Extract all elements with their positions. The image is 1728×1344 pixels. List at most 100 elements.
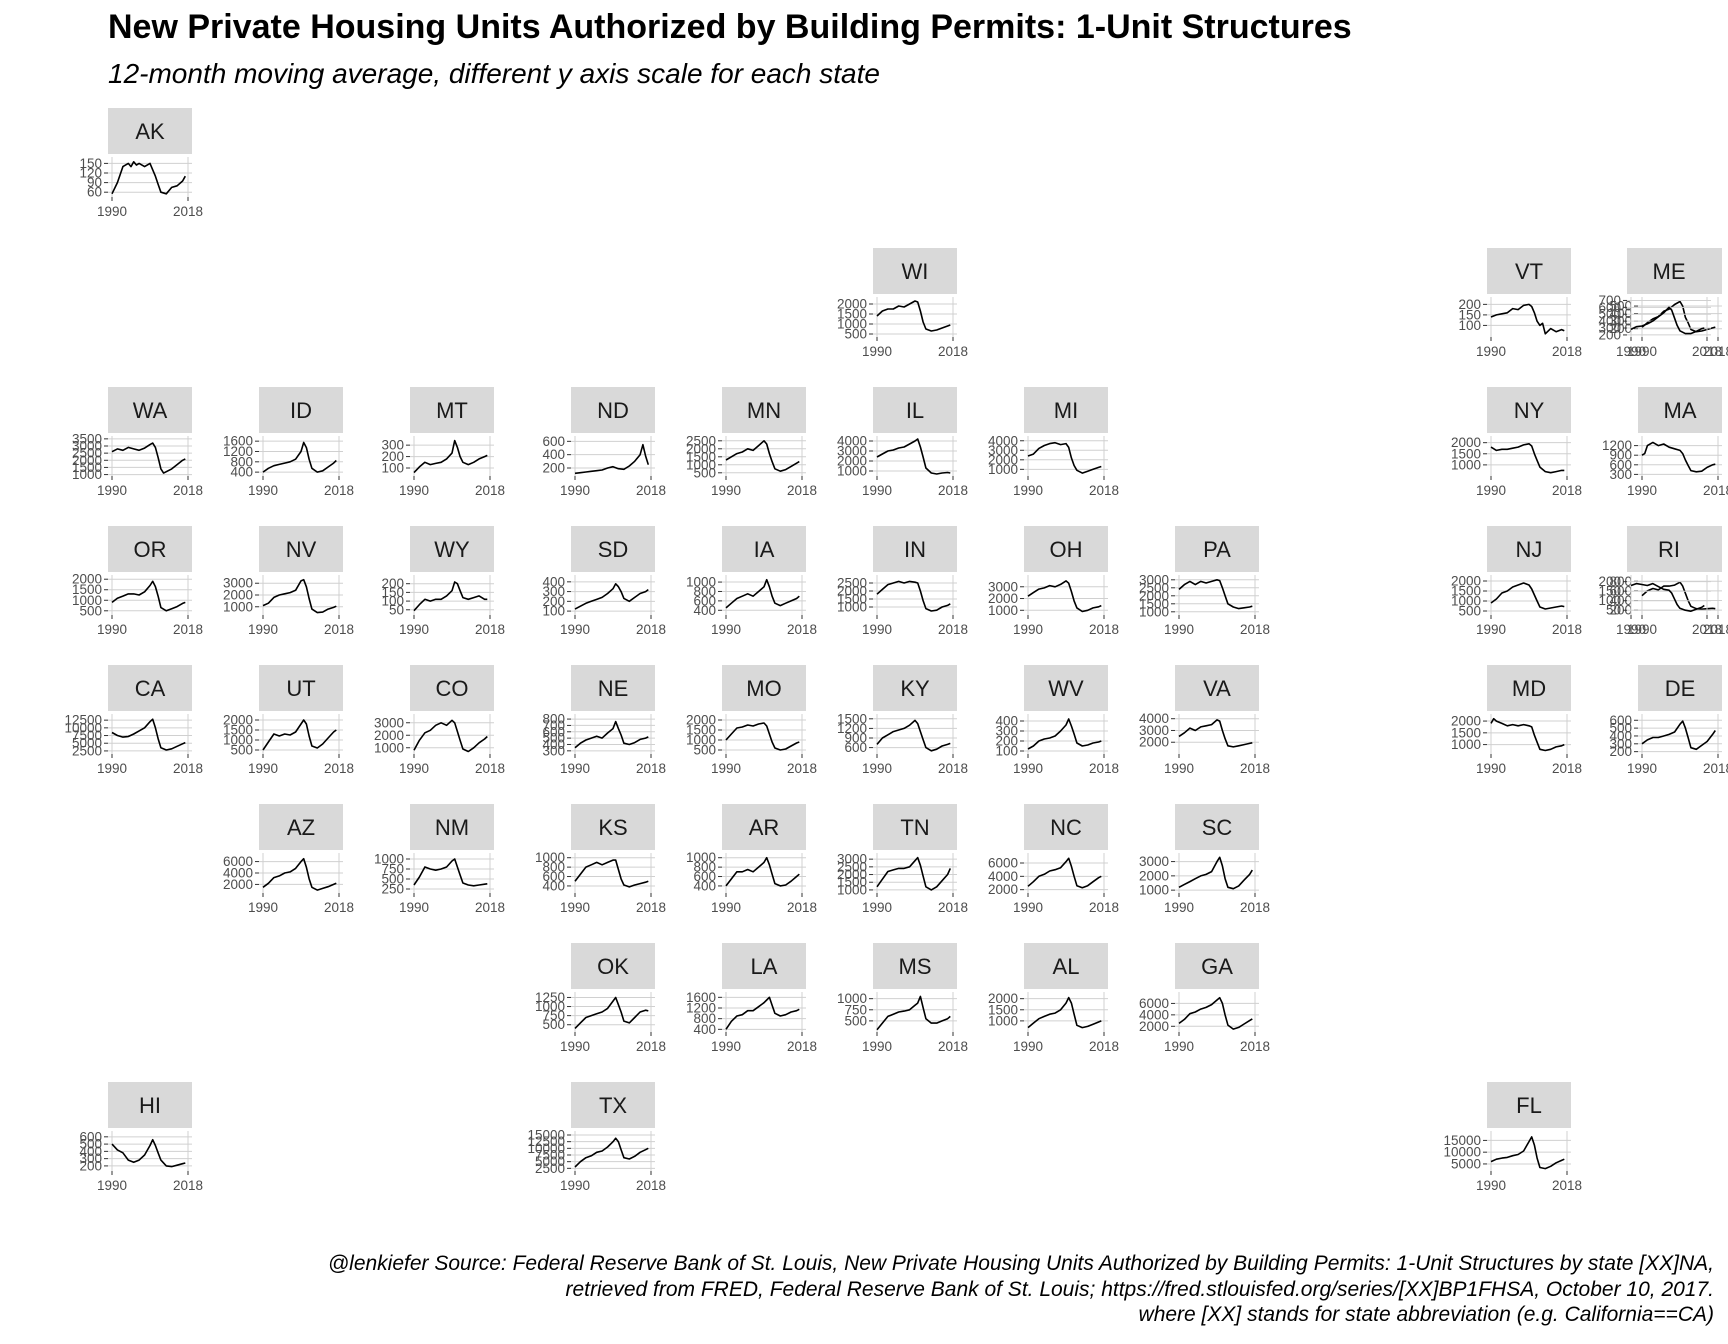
strip-label: KY bbox=[900, 676, 930, 701]
x-tick-label: 1990 bbox=[711, 622, 741, 637]
y-tick-label: 500 bbox=[1458, 604, 1481, 619]
x-tick-label: 2018 bbox=[1089, 483, 1119, 498]
y-tick-label: 1500 bbox=[72, 582, 102, 597]
y-tick-label: 4000 bbox=[1139, 1007, 1169, 1022]
strip-label: MI bbox=[1054, 398, 1078, 423]
x-tick-label: 2018 bbox=[1552, 483, 1582, 498]
y-tick-label: 2000 bbox=[1451, 714, 1481, 729]
x-tick-label: 1990 bbox=[862, 344, 892, 359]
y-tick-label: 600 bbox=[693, 593, 716, 608]
y-tick-label: 1000 bbox=[1451, 457, 1481, 472]
y-tick-label: 4000 bbox=[223, 866, 253, 881]
y-tick-label: 3000 bbox=[1139, 854, 1169, 869]
series-line bbox=[111, 1138, 186, 1168]
strip-bg bbox=[1024, 804, 1108, 850]
y-tick-label: 400 bbox=[542, 737, 565, 752]
strip-bg bbox=[722, 526, 806, 572]
y-tick-label: 1200 bbox=[223, 444, 253, 459]
y-tick-label: 3500 bbox=[72, 431, 102, 446]
strip-bg bbox=[1627, 248, 1711, 294]
x-tick-label: 1990 bbox=[399, 622, 429, 637]
strip-bg bbox=[1024, 526, 1108, 572]
y-tick-label: 2500 bbox=[72, 743, 102, 758]
x-tick-label: 2018 bbox=[636, 900, 666, 915]
y-tick-label: 200 bbox=[1458, 297, 1481, 312]
strip-bg bbox=[571, 1082, 655, 1128]
x-tick-label: 1990 bbox=[399, 483, 429, 498]
strip-bg bbox=[873, 665, 957, 711]
y-tick-label: 3000 bbox=[72, 439, 102, 454]
series-line bbox=[1490, 717, 1565, 752]
y-tick-label: 200 bbox=[1609, 321, 1632, 336]
series-line bbox=[1027, 857, 1102, 889]
strip-label: KS bbox=[598, 815, 627, 840]
caption-line: where [XX] stands for state abbreviation… bbox=[1138, 1303, 1714, 1326]
y-tick-label: 500 bbox=[79, 603, 102, 618]
y-tick-label: 2000 bbox=[72, 572, 102, 587]
y-tick-label: 700 bbox=[1598, 293, 1621, 308]
strip-label: RI bbox=[1658, 537, 1680, 562]
strip-bg bbox=[108, 665, 192, 711]
y-tick-label: 6000 bbox=[1139, 996, 1169, 1011]
y-tick-label: 2000 bbox=[1451, 574, 1481, 589]
y-tick-label: 10000 bbox=[64, 720, 102, 735]
series-line bbox=[1490, 1136, 1565, 1170]
x-tick-label: 2018 bbox=[173, 483, 203, 498]
y-tick-label: 500 bbox=[230, 743, 253, 758]
strip-bg bbox=[259, 804, 343, 850]
y-tick-label: 120 bbox=[79, 166, 102, 181]
x-tick-label: 1990 bbox=[97, 1178, 127, 1193]
series-line bbox=[876, 580, 951, 612]
y-tick-label: 200 bbox=[1609, 744, 1632, 759]
y-tick-label: 600 bbox=[542, 434, 565, 449]
x-tick-label: 1990 bbox=[1013, 761, 1043, 776]
x-tick-label: 1990 bbox=[248, 622, 278, 637]
y-tick-label: 500 bbox=[542, 731, 565, 746]
strip-label: MN bbox=[747, 398, 781, 423]
y-tick-label: 2000 bbox=[686, 441, 716, 456]
series-line bbox=[876, 995, 951, 1031]
series-line bbox=[1178, 856, 1253, 890]
strip-label: AZ bbox=[287, 815, 315, 840]
x-tick-label: 1990 bbox=[862, 1039, 892, 1054]
series-line bbox=[876, 719, 951, 752]
x-tick-label: 1990 bbox=[248, 483, 278, 498]
strip-bg bbox=[873, 943, 957, 989]
y-tick-label: 60 bbox=[87, 185, 102, 200]
y-tick-label: 800 bbox=[542, 712, 565, 727]
y-tick-label: 600 bbox=[693, 869, 716, 884]
x-tick-label: 1990 bbox=[862, 761, 892, 776]
strip-bg bbox=[1487, 248, 1571, 294]
strip-bg bbox=[1175, 665, 1259, 711]
y-tick-label: 1250 bbox=[535, 990, 565, 1005]
x-tick-label: 1990 bbox=[1627, 344, 1657, 359]
strip-label: CA bbox=[135, 676, 166, 701]
y-tick-label: 2000 bbox=[988, 882, 1018, 897]
y-tick-label: 2000 bbox=[72, 453, 102, 468]
strip-bg bbox=[259, 665, 343, 711]
strip-label: MT bbox=[436, 398, 468, 423]
series-line bbox=[876, 438, 951, 475]
x-tick-label: 2018 bbox=[1703, 622, 1728, 637]
y-tick-label: 3000 bbox=[837, 444, 867, 459]
y-tick-label: 2000 bbox=[988, 591, 1018, 606]
strip-label: VT bbox=[1515, 259, 1543, 284]
y-tick-label: 800 bbox=[693, 584, 716, 599]
y-tick-label: 3000 bbox=[988, 443, 1018, 458]
y-tick-label: 500 bbox=[542, 1017, 565, 1032]
x-tick-label: 2018 bbox=[1240, 622, 1270, 637]
y-tick-label: 2000 bbox=[223, 877, 253, 892]
y-tick-label: 900 bbox=[1609, 448, 1632, 463]
series-line bbox=[1490, 582, 1565, 610]
y-tick-label: 15000 bbox=[1443, 1133, 1481, 1148]
y-tick-label: 2500 bbox=[686, 433, 716, 448]
strip-label: AR bbox=[749, 815, 780, 840]
x-tick-label: 1990 bbox=[1476, 483, 1506, 498]
x-tick-label: 2018 bbox=[1552, 1178, 1582, 1193]
